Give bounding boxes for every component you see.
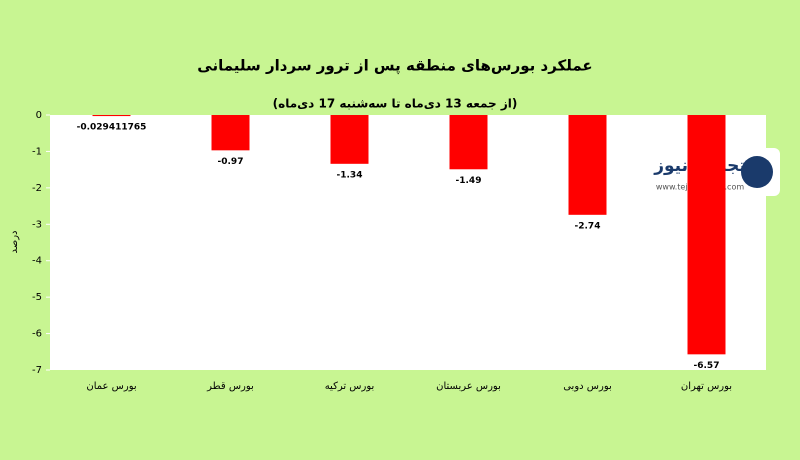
data-label: -0.97: [218, 157, 244, 167]
y-tick-label: -4: [32, 256, 42, 267]
bar: [211, 115, 250, 151]
x-tick-label: بورس عربستان: [436, 381, 501, 392]
data-label: -1.49: [456, 176, 482, 186]
chart-title: عملکرد بورس‌های منطقه پس از ترور سردار س…: [197, 57, 592, 76]
bar: [449, 115, 488, 170]
y-tick-label: -5: [32, 292, 42, 303]
data-label: -6.57: [694, 361, 720, 371]
data-label: -2.74: [575, 221, 601, 231]
bar: [330, 115, 369, 164]
data-label: -0.029411765: [77, 123, 147, 133]
x-tick-label: بورس تهران: [681, 381, 732, 392]
data-label: -1.34: [337, 170, 363, 180]
y-tick-label: -3: [32, 219, 42, 230]
y-tick-label: -6: [32, 329, 42, 340]
y-tick-label: -7: [32, 365, 42, 376]
x-tick-label: بورس قطر: [206, 381, 254, 392]
x-tick-label: بورس عمان: [86, 381, 136, 392]
x-tick-label: بورس ترکیه: [325, 381, 375, 392]
y-tick-label: -2: [32, 183, 42, 194]
y-tick-label: -1: [32, 146, 42, 157]
y-tick-label: 0: [36, 110, 42, 121]
chart-subtitle: (از جمعه 13 دی‌ماه تا سه‌شنبه 17 دی‌ماه): [273, 97, 518, 111]
bar: [92, 115, 131, 117]
bar: [568, 115, 607, 215]
y-axis-label: درصد: [9, 230, 20, 253]
x-tick-label: بورس دوبی: [563, 381, 612, 392]
bar: [687, 115, 726, 355]
logo-icon: [741, 156, 773, 188]
